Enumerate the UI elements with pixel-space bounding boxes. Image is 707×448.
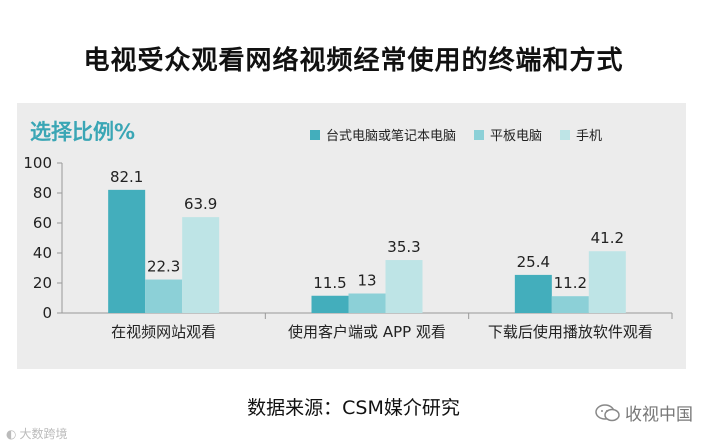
legend-item-tablet: 平板电脑 <box>474 125 542 144</box>
watermark-icon: ◐ <box>6 426 17 441</box>
wechat-icon <box>595 403 620 421</box>
y-tick-label: 60 <box>33 214 52 232</box>
chart-title: 选择比例% <box>30 120 136 144</box>
y-tick-label: 40 <box>33 244 52 262</box>
bar <box>551 296 589 313</box>
data-label: 13 <box>357 272 376 290</box>
x-tick-label: 使用客户端或 APP 观看 <box>288 323 446 341</box>
legend-label-tablet: 平板电脑 <box>490 129 543 144</box>
legend-swatch-phone <box>560 129 571 140</box>
y-tick-label: 100 <box>23 154 52 172</box>
data-label: 22.3 <box>147 258 180 276</box>
data-label: 82.1 <box>110 168 143 186</box>
watermark: ◐ 大数跨境 <box>6 425 68 442</box>
data-label: 35.3 <box>387 238 420 256</box>
data-label: 11.2 <box>554 274 587 292</box>
watermark-text: 大数跨境 <box>19 427 68 441</box>
data-label: 63.9 <box>184 195 217 213</box>
brand-mark: 收视中国 <box>595 400 693 425</box>
page-title: 电视受众观看网络视频经常使用的终端和方式 <box>83 46 624 76</box>
bar <box>385 260 423 313</box>
y-tick-label: 80 <box>33 184 52 202</box>
bar <box>514 274 552 313</box>
bar <box>588 251 626 313</box>
bar <box>145 279 183 313</box>
data-label: 41.2 <box>591 229 624 247</box>
legend-label-desktop: 台式电脑或笔记本电脑 <box>326 129 457 144</box>
data-label: 25.4 <box>517 253 550 271</box>
legend-label-phone: 手机 <box>576 129 603 144</box>
legend-swatch-tablet <box>474 129 485 140</box>
bar <box>348 293 386 313</box>
data-source: 数据来源：CSM媒介研究 <box>247 397 460 419</box>
brand-text: 收视中国 <box>625 405 693 425</box>
x-tick-label: 在视频网站观看 <box>111 323 216 341</box>
data-label: 11.5 <box>313 274 346 292</box>
y-tick-label: 20 <box>33 274 52 292</box>
x-tick-label: 下载后使用播放软件观看 <box>488 323 653 341</box>
bar <box>108 189 146 313</box>
bar <box>311 295 349 313</box>
y-tick-label: 0 <box>42 304 52 322</box>
legend-item-desktop: 台式电脑或笔记本电脑 <box>310 125 456 144</box>
legend-item-phone: 手机 <box>560 125 602 144</box>
legend-swatch-desktop <box>310 129 320 140</box>
chart-legend: 台式电脑或笔记本电脑 平板电脑 手机 <box>310 125 602 144</box>
bar <box>182 217 220 313</box>
